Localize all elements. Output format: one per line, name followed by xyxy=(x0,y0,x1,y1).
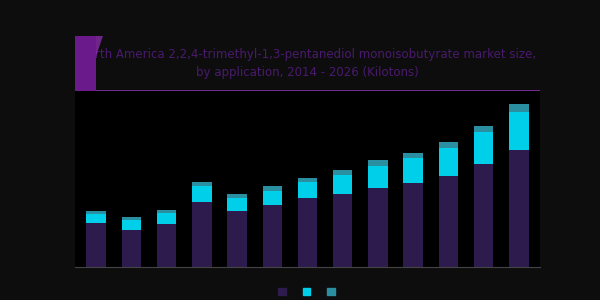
Bar xyxy=(474,132,493,164)
Bar xyxy=(192,202,212,267)
Bar xyxy=(333,175,352,194)
Bar xyxy=(192,182,212,186)
Bar xyxy=(333,170,352,175)
Bar xyxy=(368,166,388,188)
Bar xyxy=(403,158,423,183)
Bar xyxy=(333,194,352,267)
Bar xyxy=(439,142,458,148)
Polygon shape xyxy=(75,36,103,91)
Bar xyxy=(439,176,458,267)
Bar xyxy=(86,211,106,214)
Bar xyxy=(263,191,282,206)
Bar xyxy=(86,223,106,267)
Bar xyxy=(439,148,458,176)
Bar xyxy=(509,104,529,112)
Bar xyxy=(509,112,529,150)
Bar xyxy=(474,164,493,267)
Bar xyxy=(157,213,176,224)
Bar xyxy=(298,178,317,182)
Bar xyxy=(122,230,141,267)
Bar xyxy=(298,182,317,198)
Bar xyxy=(227,211,247,267)
Bar xyxy=(403,183,423,267)
Bar xyxy=(227,198,247,211)
Bar xyxy=(122,217,141,220)
Bar xyxy=(227,194,247,198)
Text: North America 2,2,4-trimethyl-1,3-pentanediol monoisobutyrate market size,
by ap: North America 2,2,4-trimethyl-1,3-pentan… xyxy=(79,48,536,79)
Bar xyxy=(192,186,212,203)
Bar xyxy=(263,206,282,267)
Bar xyxy=(122,220,141,230)
Bar xyxy=(298,198,317,267)
Bar xyxy=(368,188,388,267)
Bar xyxy=(403,153,423,158)
Legend: , , : , , xyxy=(274,283,341,300)
Bar xyxy=(368,160,388,166)
Bar xyxy=(157,224,176,267)
Bar xyxy=(474,126,493,132)
Bar xyxy=(509,150,529,267)
Bar xyxy=(86,214,106,223)
Bar xyxy=(157,210,176,213)
Bar xyxy=(263,186,282,191)
Polygon shape xyxy=(75,36,96,91)
